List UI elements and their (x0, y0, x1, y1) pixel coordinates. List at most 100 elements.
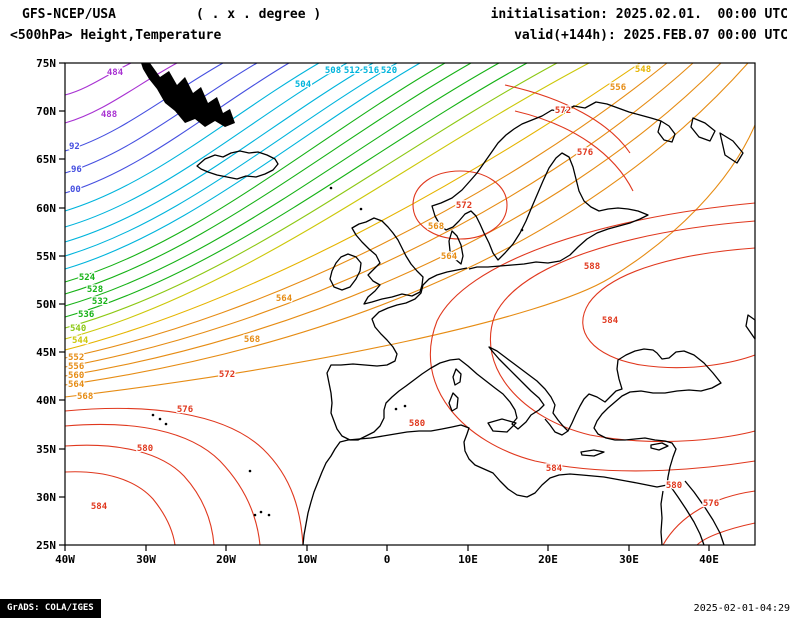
lat-label-40N: 40N (36, 394, 56, 407)
coastline (452, 368, 462, 386)
contour-label-576: 576 (577, 148, 593, 158)
contour-label-568: 568 (428, 222, 444, 232)
contour-label-00: 00 (70, 185, 81, 195)
contour-line-532 (64, 62, 500, 307)
contour-label-96: 96 (71, 165, 82, 175)
contour-label-520: 520 (381, 66, 397, 76)
island-dot (259, 510, 263, 514)
contour-label-548: 548 (635, 65, 651, 75)
island-dot (520, 228, 524, 232)
contour-line-524 (64, 62, 446, 283)
contour-line-588 (582, 247, 756, 369)
contour-line-520 (64, 62, 421, 270)
lon-label-40W: 40W (55, 553, 75, 566)
contour-labels-layer: 484 488 92 96 00 504 508 512 516 520 524 528 532 536 5… (67, 64, 721, 514)
contour-line-572 (64, 407, 304, 546)
contour-label-564: 564 (441, 252, 458, 262)
lon-label-30E: 30E (619, 553, 639, 566)
lat-label-50N: 50N (36, 298, 56, 311)
contour-line-556 (64, 62, 694, 368)
lon-label-0: 0 (384, 553, 391, 566)
coastline (567, 348, 722, 486)
contour-label-504: 504 (295, 80, 312, 90)
contour-label-576: 576 (177, 405, 193, 415)
coastline (487, 418, 517, 433)
model-name: GFS-NCEP/USA (22, 7, 116, 22)
contour-label-576: 576 (703, 499, 719, 509)
coastline (684, 480, 725, 546)
contour-line-580 (64, 444, 215, 546)
contour-label-488: 488 (101, 110, 117, 120)
contour-label-552: 552 (68, 353, 84, 363)
contour-line-488 (64, 62, 178, 124)
init-time: initialisation: 2025.02.01. 00:00 UTC (490, 7, 788, 22)
island-dot (164, 422, 168, 426)
contour-label-524: 524 (79, 273, 96, 283)
coastline (448, 230, 464, 265)
lat-label-35N: 35N (36, 443, 56, 456)
lat-label-45N: 45N (36, 346, 56, 359)
lon-label-20W: 20W (216, 553, 236, 566)
contour-label-568: 568 (244, 335, 260, 345)
contour-label-580: 580 (409, 419, 425, 429)
coastline (657, 120, 676, 143)
contour-line-564 (64, 62, 749, 386)
contour-label-572: 572 (219, 370, 235, 380)
coastline (431, 101, 662, 270)
contour-label-584: 584 (602, 316, 619, 326)
contour-label-556: 556 (610, 83, 626, 93)
coastline (650, 442, 669, 451)
contour-label-584: 584 (546, 464, 563, 474)
contour-line-580 (429, 202, 756, 472)
contour-line-544 (64, 62, 590, 340)
contour-label-572: 572 (555, 106, 571, 116)
island-dot (248, 469, 252, 473)
coastline (580, 449, 605, 457)
contour-line-500 (64, 62, 290, 194)
contour-label-580: 580 (666, 481, 682, 491)
coastline (690, 117, 716, 142)
coastline (196, 150, 279, 180)
contour-label-540: 540 (70, 324, 86, 334)
contour-line-584 (64, 471, 176, 546)
contour-label-532: 532 (92, 297, 108, 307)
lon-label-10E: 10E (458, 553, 478, 566)
contour-label-544: 544 (72, 336, 89, 346)
product-title: <500hPa> Height,Temperature (10, 28, 222, 43)
coastline (448, 392, 459, 412)
island-dot (359, 207, 363, 211)
grads-attribution: GrADS: COLA/IGES (0, 599, 101, 618)
lat-label-60N: 60N (36, 202, 56, 215)
contour-label-584: 584 (91, 502, 108, 512)
contour-line-512 (64, 62, 374, 243)
coastline (326, 267, 569, 441)
lat-label-70N: 70N (36, 105, 56, 118)
coastline (719, 132, 744, 164)
contour-label-512: 512 (344, 66, 360, 76)
contour-line-492 (64, 62, 224, 152)
contour-label-92: 92 (69, 142, 80, 152)
contour-line-536 (64, 62, 528, 318)
contour-line-560 (64, 62, 722, 377)
contour-line-496 (64, 62, 258, 174)
contour-label-484: 484 (107, 68, 124, 78)
contour-label-560: 560 (68, 371, 84, 381)
lat-label-30N: 30N (36, 491, 56, 504)
lon-label-10W: 10W (297, 553, 317, 566)
lat-label-75N: 75N (36, 57, 56, 70)
map-frame (64, 62, 756, 546)
resolution-note: ( . x . degree ) (196, 7, 322, 22)
coastline-layer (141, 63, 756, 546)
contour-label-564: 564 (276, 294, 293, 304)
island-dot (151, 413, 155, 417)
island-dot (253, 513, 257, 517)
contour-label-572: 572 (456, 201, 472, 211)
contour-line-572 (504, 84, 631, 154)
contour-label-580: 580 (137, 444, 153, 454)
island-dot (158, 417, 162, 421)
generation-timestamp: 2025-02-01-04:29 (693, 603, 790, 614)
contour-label-556: 556 (68, 362, 84, 372)
coastline (329, 253, 362, 291)
